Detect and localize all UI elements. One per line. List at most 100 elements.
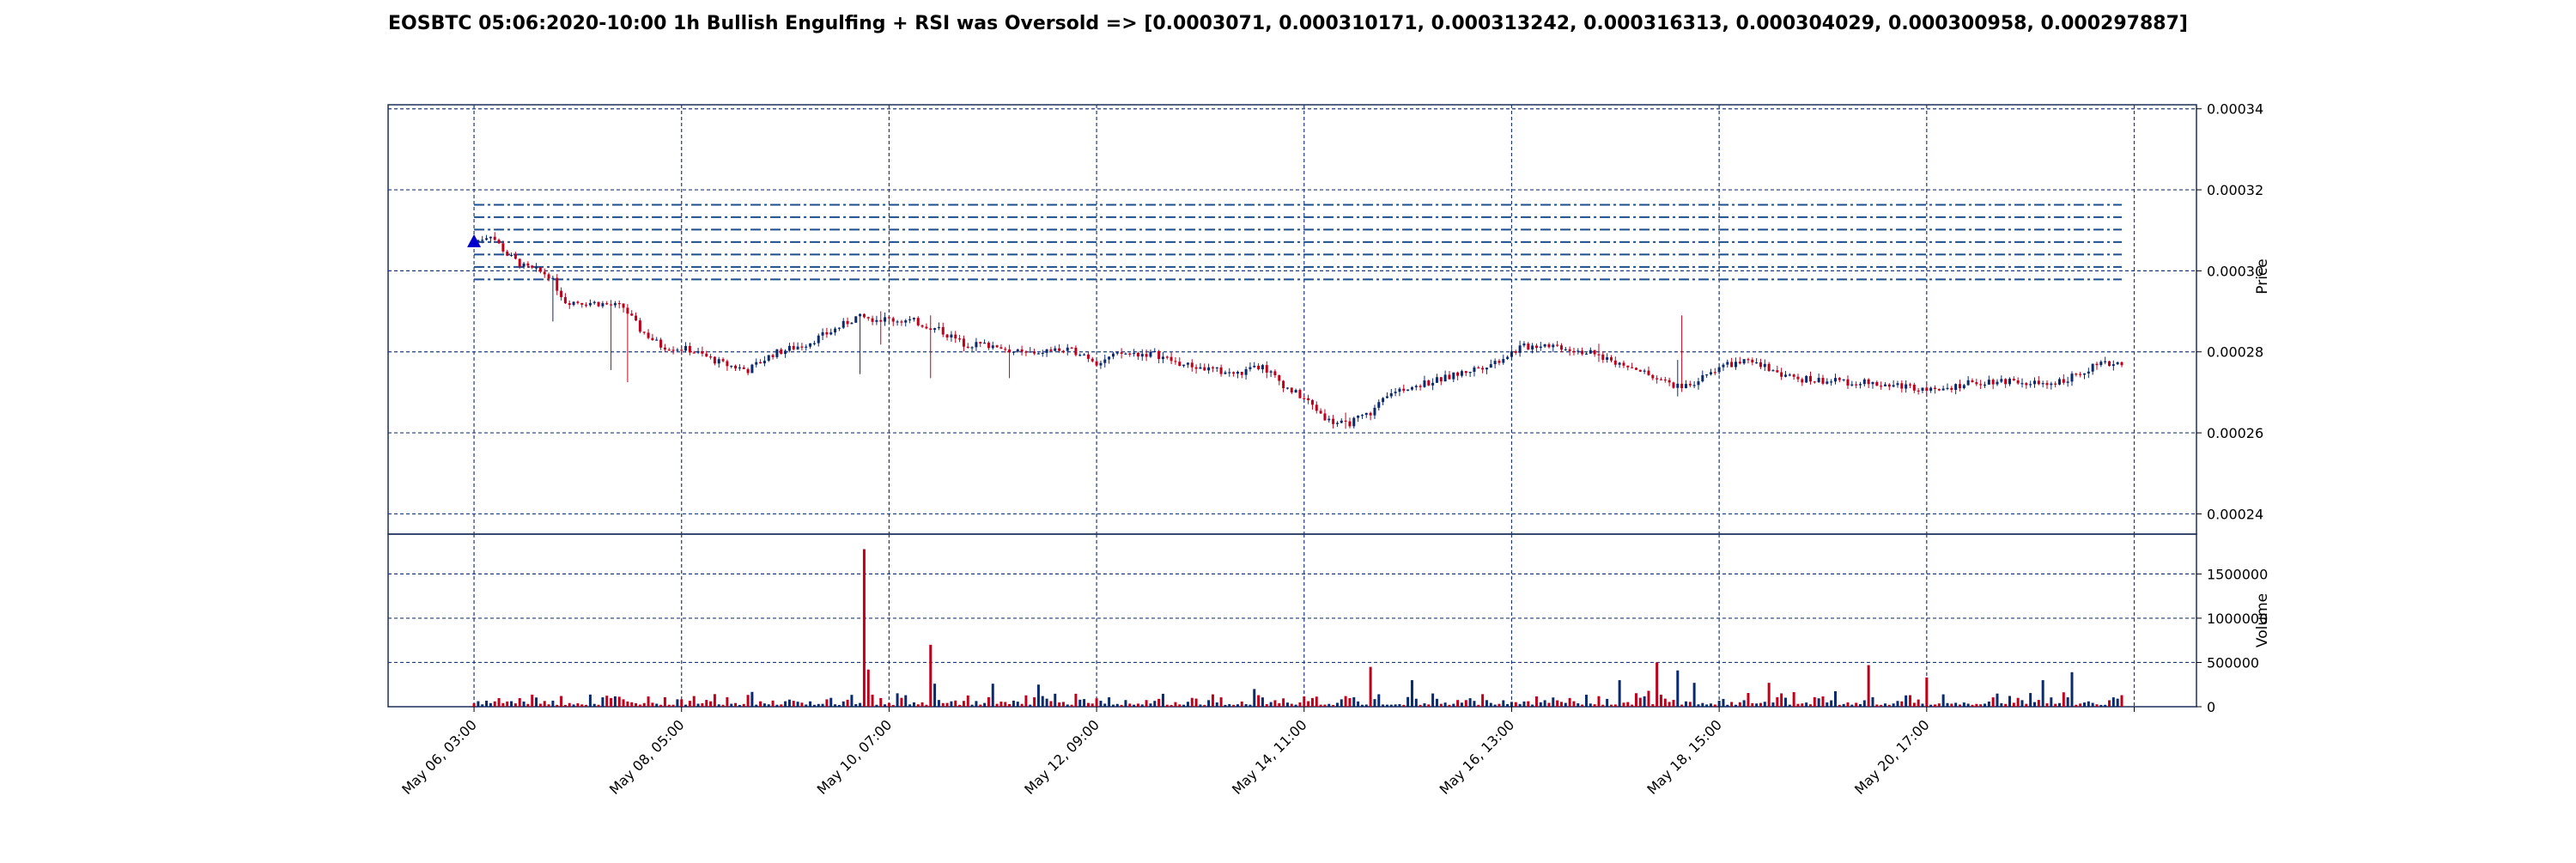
volume-bar (1506, 703, 1510, 707)
volume-bar (1996, 693, 1999, 707)
candle-body (1846, 379, 1850, 386)
candle-body (730, 365, 733, 368)
candle-body (1103, 359, 1107, 363)
candle-body (1730, 362, 1734, 368)
candle-body (1452, 372, 1455, 380)
volume-bar (958, 704, 962, 707)
candle-body (1406, 389, 1410, 392)
volume-bar (1244, 704, 1248, 707)
candle-body (1971, 380, 1974, 383)
volume-bar (1680, 704, 1684, 707)
volume-bar (497, 697, 501, 707)
candle-body (2062, 379, 2065, 383)
candle-body (1240, 371, 1243, 375)
candle-body (688, 345, 691, 353)
volume-bar (730, 703, 733, 707)
volume-bar (891, 704, 895, 707)
volume-bar (1626, 702, 1630, 707)
candle-body (1966, 380, 1970, 386)
volume-bar (1788, 704, 1791, 707)
volume-bar (1759, 702, 1762, 707)
candle-body (1601, 354, 1605, 360)
candle-body (1307, 398, 1310, 401)
candle-body (1518, 345, 1522, 353)
volume-bar (538, 703, 542, 707)
volume-bar (1161, 693, 1164, 707)
volume-bar (1385, 704, 1388, 707)
volume-bar (912, 702, 915, 707)
candle-body (879, 319, 883, 322)
candle-body (1182, 364, 1186, 367)
candle-body (1012, 351, 1015, 353)
volume-bar (2020, 700, 2024, 707)
volume-bar (941, 702, 945, 707)
price-tick-label: 0.00024 (2207, 506, 2263, 522)
volume-bar (1273, 700, 1277, 707)
candle-body (1464, 371, 1467, 374)
volume-bar (1763, 702, 1766, 707)
candle-body (1024, 351, 1028, 353)
volume-bar (1767, 683, 1771, 707)
volume-bar (501, 702, 505, 707)
candle-body (1589, 349, 1592, 354)
volume-bar (871, 694, 874, 707)
candle-body (1481, 368, 1485, 370)
candle-body (866, 317, 870, 319)
volume-bar (2104, 704, 2107, 707)
volume-bar (1054, 693, 1057, 707)
candle-body (1613, 360, 1617, 365)
volume-bar (1917, 699, 1920, 707)
candle-body (1041, 352, 1044, 355)
volume-bar (709, 701, 713, 707)
volume-bar (1564, 702, 1567, 707)
candle-body (1423, 380, 1426, 387)
candle-body (671, 349, 675, 351)
volume-bar (1929, 704, 1933, 707)
volume-bar (954, 700, 957, 707)
candle-body (1398, 388, 1401, 392)
volume-bar (713, 694, 716, 707)
volume-bar (1369, 666, 1372, 707)
volume-bar (854, 703, 858, 707)
volume-bar (1622, 702, 1625, 707)
candle-body (563, 297, 567, 304)
candle-body (580, 302, 584, 305)
candle-body (829, 332, 833, 335)
candle-body (1310, 400, 1314, 405)
volume-bar (738, 704, 741, 707)
volume-bar (1211, 694, 1214, 707)
volume-bar (1153, 701, 1157, 707)
candle-body (1908, 384, 1911, 386)
volume-bar (805, 704, 808, 707)
volume-bar (568, 702, 571, 707)
volume-bar (2054, 703, 2057, 707)
candle-body (1149, 351, 1152, 357)
candle-body (1950, 387, 1953, 391)
volume-bar (1925, 677, 1929, 707)
candle-body (535, 267, 538, 269)
x-tick-label: May 08, 05:00 (606, 716, 688, 798)
volume-bar (701, 702, 704, 707)
volume-bar (1219, 697, 1223, 707)
volume-bar (1531, 704, 1534, 707)
candle-body (1875, 381, 1879, 386)
volume-bar (1091, 703, 1094, 707)
candle-body (1219, 367, 1223, 374)
volume-bar (481, 704, 484, 707)
volume-bar (2062, 692, 2065, 707)
candle-body (1527, 343, 1530, 349)
x-axis: May 06, 03:00 May 08, 05:00 May 10, 07:00 M… (398, 707, 2135, 798)
candle-body (1498, 361, 1501, 363)
candle-body (1456, 372, 1460, 376)
volume-bar (775, 704, 779, 707)
volume-bar (780, 704, 783, 707)
volume-bar (837, 704, 841, 707)
volume-bar (1024, 695, 1028, 707)
volume-bar (597, 704, 600, 707)
volume-bar (1078, 699, 1082, 707)
volume-axis-label: Volume (2254, 593, 2271, 647)
volume-bar (1049, 701, 1053, 707)
volume-bar (2041, 680, 2044, 707)
volume-bar (1937, 703, 1941, 707)
volume-bar (522, 701, 526, 707)
